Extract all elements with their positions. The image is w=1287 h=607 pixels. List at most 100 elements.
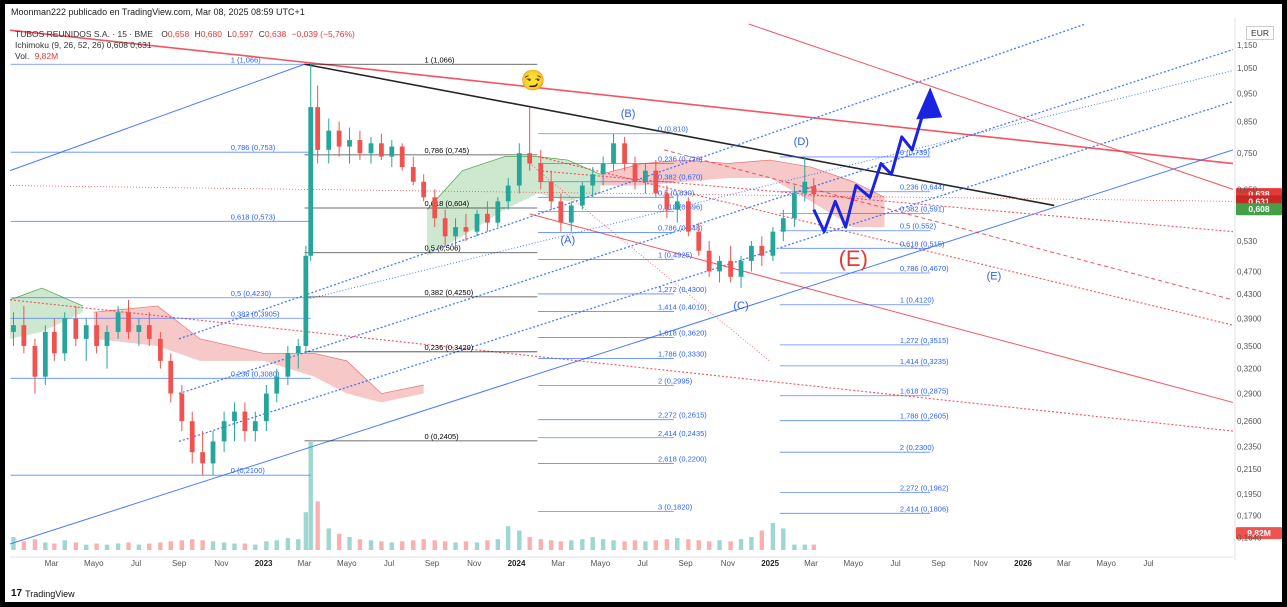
candle-body bbox=[379, 143, 384, 157]
candle-body bbox=[421, 181, 427, 198]
volume-bar bbox=[62, 540, 67, 550]
ohlc-o-label: O bbox=[161, 29, 168, 39]
candle-body bbox=[303, 255, 309, 346]
candle-body bbox=[389, 146, 395, 157]
fib-label-fib-right-b-8: 1,414 (0,3235) bbox=[900, 357, 949, 366]
candle-body bbox=[368, 143, 374, 154]
candle-body bbox=[210, 441, 216, 464]
volume-bar bbox=[622, 541, 627, 550]
volume-bar bbox=[485, 540, 490, 550]
price-tag-2 bbox=[1236, 203, 1282, 216]
volume-bar bbox=[232, 543, 237, 550]
candle-body bbox=[295, 345, 301, 354]
fib-label-fib-left-5: 0,236 (0,3080) bbox=[231, 369, 280, 378]
tradingview-logo-text: TradingView bbox=[25, 588, 75, 599]
fib-label-fib-right-a-9: 1,618 (0,3620) bbox=[658, 328, 707, 337]
x-tick-label: Mar bbox=[1057, 559, 1071, 568]
volume-row[interactable]: Vol. 9,82M bbox=[15, 51, 355, 62]
fib-label-fib-mid-1: 0,786 (0,745) bbox=[424, 146, 469, 155]
ohlc-l-value: 0,597 bbox=[232, 29, 254, 39]
volume-bar bbox=[126, 542, 131, 550]
candle-body bbox=[558, 201, 564, 223]
publisher-line: Moonman222 publicado en TradingView.com,… bbox=[11, 7, 305, 17]
trend-line-red-down-2 bbox=[748, 23, 1234, 190]
candle-body bbox=[453, 227, 458, 237]
ohlc-change: −0,039 (−5,76%) bbox=[291, 29, 355, 39]
ichimoku-cloud-1 bbox=[10, 288, 83, 339]
fib-label-fib-left-4: 0,382 (0,3905) bbox=[231, 309, 280, 318]
fib-layer: 1 (1,066) 0,786 (0,753) 0,618 (0,573) 0,5 (… bbox=[10, 55, 949, 514]
y-tick-label: 1,050 bbox=[1237, 64, 1258, 73]
fib-label-fib-right-b-6: 1 (0,4120) bbox=[900, 296, 935, 305]
fib-label-fib-right-b-11: 2 (0,2300) bbox=[900, 443, 935, 452]
tradingview-logo-icon: 17 bbox=[11, 588, 23, 599]
ichimoku-cloud-3 bbox=[600, 160, 885, 228]
x-tick-label: Nov bbox=[974, 559, 988, 568]
chart-canvas[interactable]: 1 (1,066) 0,786 (0,753) 0,618 (0,573) 0,5 (… bbox=[5, 4, 1282, 602]
price-tag-label-0: 0,638 bbox=[1248, 189, 1270, 199]
candle-body bbox=[653, 170, 659, 194]
x-tick-label: Mar bbox=[45, 559, 59, 568]
volume-bar bbox=[115, 543, 121, 550]
volume-bar bbox=[21, 541, 27, 550]
fib-label-fib-right-a-13: 2,414 (0,2435) bbox=[658, 429, 707, 438]
candle-body bbox=[32, 345, 38, 377]
candle-body bbox=[189, 421, 195, 453]
currency-button[interactable]: EUR bbox=[1246, 26, 1274, 40]
x-tick-label: Mayo bbox=[337, 559, 357, 568]
volume-bar bbox=[179, 540, 185, 550]
candle-body bbox=[632, 163, 638, 182]
ichimoku-row[interactable]: Ichimoku (9, 26, 52, 26) 0,608 0,631 bbox=[15, 40, 152, 50]
candle-body bbox=[505, 185, 511, 202]
fib-label-fib-right-b-5: 0,786 (0,4670) bbox=[900, 264, 949, 273]
volume-bar bbox=[399, 541, 405, 550]
trend-line-red-dot-3 bbox=[537, 170, 1234, 233]
trend-line-red-down-1 bbox=[529, 213, 1234, 403]
volume-bar bbox=[221, 542, 227, 550]
volume-bar bbox=[686, 539, 691, 550]
fib-label-fib-right-a-1: 0,236 (0,720) bbox=[658, 155, 703, 164]
ohlc-o-value: 0,658 bbox=[167, 29, 190, 39]
x-tick-label: Jul bbox=[384, 559, 394, 568]
candle-body bbox=[717, 260, 722, 272]
volume-bar bbox=[347, 537, 352, 550]
trend-line-blue-dot-2 bbox=[178, 48, 1234, 395]
candle-body bbox=[94, 325, 100, 346]
x-tick-label: Mayo bbox=[84, 559, 104, 568]
x-tick-label: Jul bbox=[890, 559, 900, 568]
fib-label-fib-right-a-15: 3 (0,1820) bbox=[658, 502, 693, 511]
candle-body bbox=[11, 325, 16, 332]
wave-label-2: (C) bbox=[733, 300, 748, 312]
candle-body bbox=[728, 260, 734, 277]
candle-body bbox=[157, 338, 163, 361]
fib-label-fib-right-a-4: 0,618 (0,596) bbox=[658, 202, 703, 211]
tradingview-logo[interactable]: 17 TradingView bbox=[11, 588, 75, 599]
x-tick-label: Mar bbox=[804, 559, 818, 568]
y-tick-label: 0,2150 bbox=[1237, 465, 1262, 474]
volume-bar bbox=[717, 540, 722, 550]
volume-bar bbox=[73, 542, 79, 550]
volume-bar bbox=[675, 538, 680, 550]
candle-body bbox=[146, 325, 152, 339]
candle-body bbox=[485, 213, 490, 223]
candle-body bbox=[179, 393, 185, 422]
fib-label-fib-right-a-8: 1,414 (0,4010) bbox=[658, 303, 707, 312]
volume-bar bbox=[611, 540, 616, 550]
x-tick-label: Jul bbox=[638, 559, 648, 568]
candle-body bbox=[622, 143, 628, 164]
candle-body bbox=[463, 227, 469, 232]
symbol-row[interactable]: TUBOS REUNIDOS S.A. · 15 · BME O0,658 H0… bbox=[15, 29, 355, 40]
candle-body bbox=[674, 201, 680, 210]
candle-body bbox=[168, 360, 174, 394]
ohlc-h-label: H bbox=[194, 29, 201, 39]
x-tick-label: Nov bbox=[721, 559, 735, 568]
fib-label-fib-mid-2: 0,618 (0,604) bbox=[424, 199, 469, 208]
fib-label-fib-left-1: 0,786 (0,753) bbox=[231, 143, 276, 152]
ohlc-h-value: 0,680 bbox=[200, 29, 222, 39]
volume-bar bbox=[43, 542, 48, 550]
ohlc-c-label: C bbox=[258, 29, 265, 39]
candle-body bbox=[579, 185, 585, 206]
y-tick-label: 0,3200 bbox=[1237, 365, 1262, 374]
projection-path bbox=[812, 92, 932, 234]
